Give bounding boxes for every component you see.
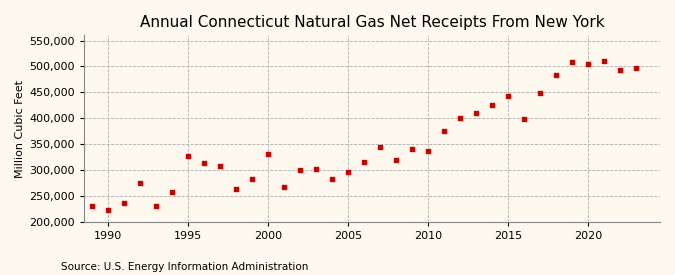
Point [310,167,321,171]
Point [470,111,481,115]
Point [86,204,97,208]
Point [566,60,577,64]
Point [375,144,385,149]
Point [279,184,290,189]
Point [215,164,225,168]
Point [294,168,305,172]
Point [182,154,193,158]
Point [327,177,338,181]
Point [118,200,129,205]
Point [583,62,593,66]
Point [439,129,450,133]
Point [230,187,241,191]
Point [358,160,369,164]
Point [487,103,497,108]
Point [391,157,402,162]
Title: Annual Connecticut Natural Gas Net Receipts From New York: Annual Connecticut Natural Gas Net Recei… [140,15,604,30]
Point [103,208,113,213]
Point [406,147,417,152]
Point [198,161,209,166]
Point [599,59,610,64]
Point [518,117,529,121]
Point [630,66,641,70]
Point [551,73,562,77]
Point [454,116,465,120]
Point [167,189,178,194]
Point [503,94,514,99]
Point [614,68,625,72]
Point [134,181,145,185]
Point [246,177,257,181]
Point [535,91,545,95]
Point [342,170,353,174]
Point [423,148,433,153]
Text: Source: U.S. Energy Information Administration: Source: U.S. Energy Information Administ… [61,262,308,272]
Y-axis label: Million Cubic Feet: Million Cubic Feet [15,79,25,178]
Point [263,152,273,157]
Point [151,204,161,208]
